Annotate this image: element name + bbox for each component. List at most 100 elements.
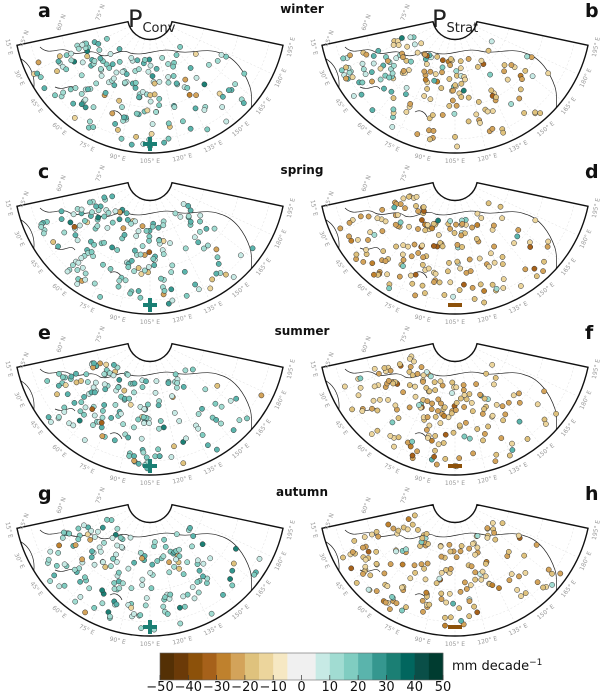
station-marker <box>84 379 91 385</box>
meridian-line <box>170 348 274 397</box>
station-marker <box>463 586 470 592</box>
station-marker <box>168 286 175 293</box>
station-marker <box>38 224 45 230</box>
station-marker <box>432 270 439 277</box>
station-marker <box>453 399 460 406</box>
station-marker <box>438 590 445 597</box>
latitude-label: 60° N <box>360 13 372 31</box>
station-marker <box>133 133 139 140</box>
station-marker <box>491 243 497 250</box>
station-marker <box>113 551 119 558</box>
longitude-label: 105° E <box>140 480 160 487</box>
station-marker <box>489 108 496 114</box>
meridian-line <box>464 198 515 301</box>
station-marker <box>201 107 208 113</box>
station-marker <box>78 255 85 261</box>
longitude-label: 195° E <box>286 197 297 218</box>
station-marker <box>430 128 437 134</box>
station-marker <box>125 565 132 572</box>
station-marker <box>156 453 163 460</box>
station-marker <box>92 534 98 540</box>
station-marker <box>475 99 482 105</box>
station-marker <box>467 268 474 274</box>
station-marker <box>109 219 116 226</box>
station-marker <box>170 73 177 79</box>
latitude-label: 60° N <box>360 174 372 192</box>
station-marker <box>409 280 416 287</box>
coastline <box>321 46 566 128</box>
station-marker <box>532 109 538 116</box>
meridian-line <box>459 360 486 472</box>
station-marker <box>424 560 431 567</box>
longitude-label: 30° E <box>12 69 25 87</box>
colorbar-bin <box>244 653 260 680</box>
station-marker <box>442 622 448 629</box>
station-marker <box>139 555 145 562</box>
station-marker <box>489 520 496 526</box>
station-marker <box>441 404 448 411</box>
station-marker <box>409 521 416 528</box>
longitude-label: 75° E <box>78 623 96 637</box>
colorbar-tick-label: 20 <box>350 680 367 692</box>
station-marker <box>407 363 414 370</box>
station-marker <box>133 233 140 239</box>
station-marker <box>136 94 142 101</box>
station-marker <box>109 61 116 68</box>
station-marker <box>474 609 481 616</box>
station-marker <box>131 424 137 431</box>
station-marker <box>522 570 529 576</box>
latitude-label: 45° N <box>323 190 335 208</box>
station-marker <box>98 72 105 79</box>
station-marker <box>187 218 194 225</box>
station-marker <box>177 620 184 627</box>
column-title-strat: PStrat <box>432 5 478 36</box>
longitude-label: 120° E <box>477 313 498 324</box>
station-marker <box>424 414 431 420</box>
parallel-line <box>59 343 241 430</box>
station-marker <box>516 418 523 425</box>
station-marker <box>521 110 527 116</box>
station-marker <box>40 230 47 237</box>
station-marker <box>360 544 366 551</box>
longitude-label: 195° E <box>591 358 602 379</box>
station-marker <box>431 379 438 386</box>
station-marker <box>131 453 137 459</box>
station-marker <box>87 536 94 543</box>
station-marker <box>214 382 221 389</box>
station-marker <box>392 221 399 228</box>
station-marker <box>381 85 387 92</box>
meridian-line <box>468 195 541 284</box>
season-label-spring: spring <box>281 163 324 177</box>
station-marker <box>537 110 544 116</box>
station-marker <box>469 284 476 291</box>
station-marker <box>399 607 405 614</box>
longitude-label: 15° E <box>309 521 319 539</box>
meridian-line <box>163 356 236 445</box>
station-marker <box>258 392 265 399</box>
meridian-line <box>347 513 438 584</box>
station-marker <box>71 566 78 573</box>
station-marker <box>458 94 465 100</box>
station-marker <box>337 225 344 232</box>
station-marker <box>206 61 212 68</box>
station-marker <box>492 458 499 465</box>
station-marker <box>489 412 496 419</box>
colorbar-bin <box>315 653 331 680</box>
station-marker <box>382 258 389 264</box>
longitude-label: 105° E <box>140 158 160 165</box>
station-marker <box>196 567 203 574</box>
station-marker <box>139 582 146 588</box>
station-marker <box>468 563 475 570</box>
parallel-line <box>364 343 546 430</box>
station-marker <box>475 64 481 70</box>
longitude-label: 120° E <box>477 474 498 485</box>
station-marker <box>194 579 201 585</box>
latitude-label: 60° N <box>55 496 67 514</box>
longitude-label: 195° E <box>286 519 297 540</box>
station-marker <box>219 104 226 110</box>
station-marker <box>89 209 95 216</box>
station-marker <box>446 590 453 597</box>
station-marker <box>120 421 126 428</box>
station-marker <box>460 387 467 393</box>
station-marker <box>488 250 494 257</box>
